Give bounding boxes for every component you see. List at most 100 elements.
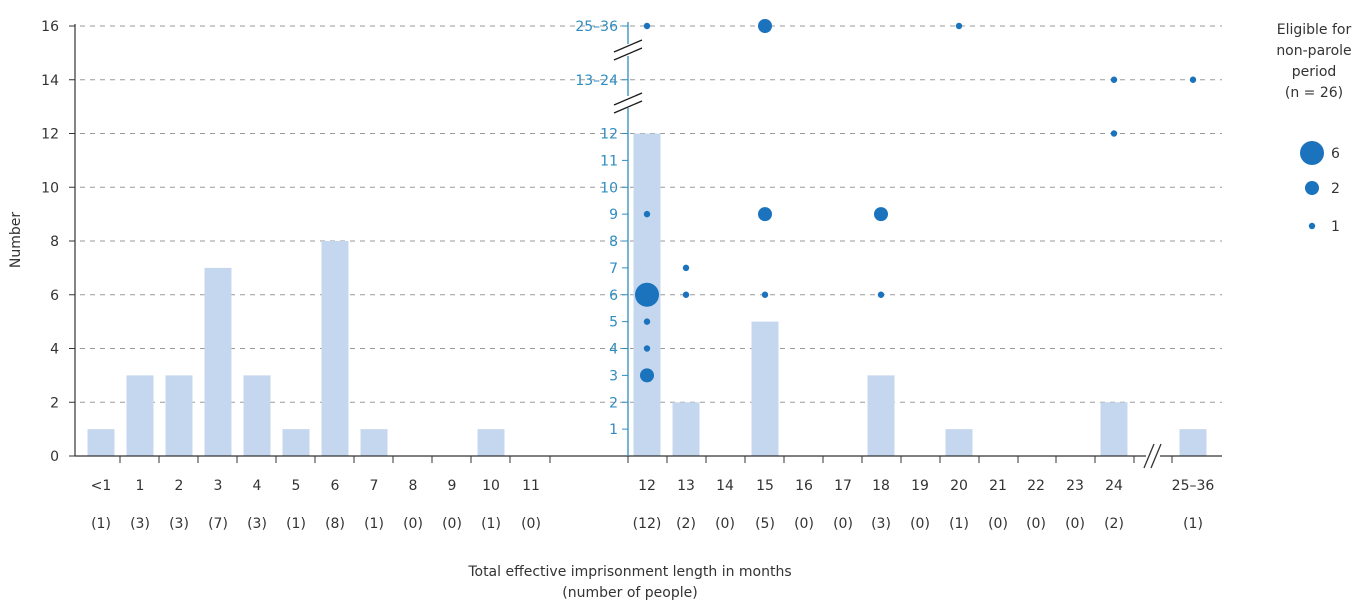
secondary-tick-label: 5 (609, 315, 618, 331)
legend-title: (n = 26) (1285, 85, 1343, 101)
bubble-point (1110, 130, 1118, 137)
x-count-label: (12) (633, 516, 662, 532)
bar (945, 429, 973, 456)
bubble-point (758, 19, 772, 33)
secondary-tick-label: 3 (609, 368, 618, 384)
x-tick-label: 22 (1027, 478, 1045, 494)
bubble-point (643, 345, 651, 352)
bubble-point (643, 22, 651, 30)
y-tick-label: 14 (41, 73, 59, 89)
secondary-tick-label: 10 (600, 180, 618, 196)
y-tick-label: 16 (41, 19, 59, 35)
bubble-point (874, 207, 888, 222)
x-tick-label: 21 (989, 478, 1007, 494)
x-count-label: (7) (208, 516, 228, 532)
secondary-axis-break (613, 47, 643, 61)
secondary-tick-label: 11 (600, 153, 618, 169)
x-tick-label: 14 (716, 478, 734, 494)
x-tick-label: 3 (214, 478, 223, 494)
legend-swatch (1300, 141, 1324, 165)
x-tick-label: 15 (756, 478, 774, 494)
secondary-tick-label: 12 (600, 127, 618, 143)
x-tick-label: 17 (834, 478, 852, 494)
secondary-tick-label: 13–24 (575, 73, 618, 89)
legend-title: period (1292, 64, 1337, 80)
x-count-label: (0) (988, 516, 1008, 532)
y-tick-label: 4 (50, 342, 59, 358)
bubble-point (643, 318, 651, 325)
x-count-label: (3) (169, 516, 189, 532)
x-tick-label: 24 (1105, 478, 1123, 494)
bubble-point (877, 291, 885, 298)
x-count-label: (2) (1104, 516, 1124, 532)
y-tick-label: 10 (41, 180, 59, 196)
bar (1100, 402, 1128, 456)
x-count-label: (3) (871, 516, 891, 532)
x-axis-title: Total effective imprisonment length in m… (467, 564, 791, 580)
bar (243, 375, 271, 456)
tick-labels: 0246810121416<1(1)1(3)2(3)3(7)4(3)5(1)6(… (41, 19, 1214, 532)
bar (165, 375, 193, 456)
bar (672, 402, 700, 456)
x-tick-label: 7 (370, 478, 379, 494)
bubble-point (643, 210, 651, 218)
y-tick-label: 6 (50, 288, 59, 304)
y-tick-label: 2 (50, 395, 59, 411)
x-axis-break (1150, 443, 1162, 469)
x-tick-label: 12 (638, 478, 656, 494)
secondary-tick-label: 9 (609, 207, 618, 223)
secondary-axis-break (613, 92, 643, 106)
bar (751, 321, 779, 456)
x-count-label: (1) (364, 516, 384, 532)
y-tick-label: 0 (50, 449, 59, 465)
bubble-point (758, 207, 772, 222)
secondary-tick-label: 25–36 (575, 19, 618, 35)
x-count-label: (0) (521, 516, 541, 532)
x-tick-label: 6 (331, 478, 340, 494)
bubble-point (1189, 76, 1197, 83)
bar (204, 267, 232, 456)
bubble-point (635, 282, 659, 307)
bar (867, 375, 895, 456)
bubble-point (682, 264, 690, 272)
secondary-tick-label: 6 (609, 288, 618, 304)
bubble-point (761, 291, 769, 298)
bubble-point (955, 22, 963, 30)
x-count-label: (3) (130, 516, 150, 532)
bubbles (635, 19, 1197, 383)
axes (69, 24, 1222, 469)
x-count-label: (5) (755, 516, 775, 532)
bubble-point (640, 368, 654, 383)
x-tick-label: 20 (950, 478, 968, 494)
x-axis-break (1143, 443, 1155, 469)
legend-label: 6 (1331, 146, 1340, 162)
bars (87, 133, 1207, 456)
y-tick-label: 12 (41, 127, 59, 143)
bar (126, 375, 154, 456)
x-count-label: (0) (910, 516, 930, 532)
bar (282, 429, 310, 456)
x-count-label: (1) (1183, 516, 1203, 532)
x-tick-label: 4 (253, 478, 262, 494)
x-count-label: (3) (247, 516, 267, 532)
x-tick-label: 5 (292, 478, 301, 494)
x-tick-label: 11 (522, 478, 540, 494)
legend-title: non-parole (1276, 43, 1351, 59)
legend-swatch (1308, 222, 1316, 230)
x-count-label: (1) (286, 516, 306, 532)
x-tick-label: 8 (409, 478, 418, 494)
bubble-point (682, 291, 690, 298)
bubble-point (1110, 76, 1118, 83)
x-tick-label: 18 (872, 478, 890, 494)
bar (321, 241, 349, 456)
secondary-axis-break (613, 39, 643, 53)
x-count-label: (0) (442, 516, 462, 532)
bar (360, 429, 388, 456)
x-count-label: (1) (91, 516, 111, 532)
x-count-label: (0) (833, 516, 853, 532)
x-tick-label: 9 (448, 478, 457, 494)
secondary-axis-break (613, 100, 643, 114)
x-tick-label: 2 (175, 478, 184, 494)
